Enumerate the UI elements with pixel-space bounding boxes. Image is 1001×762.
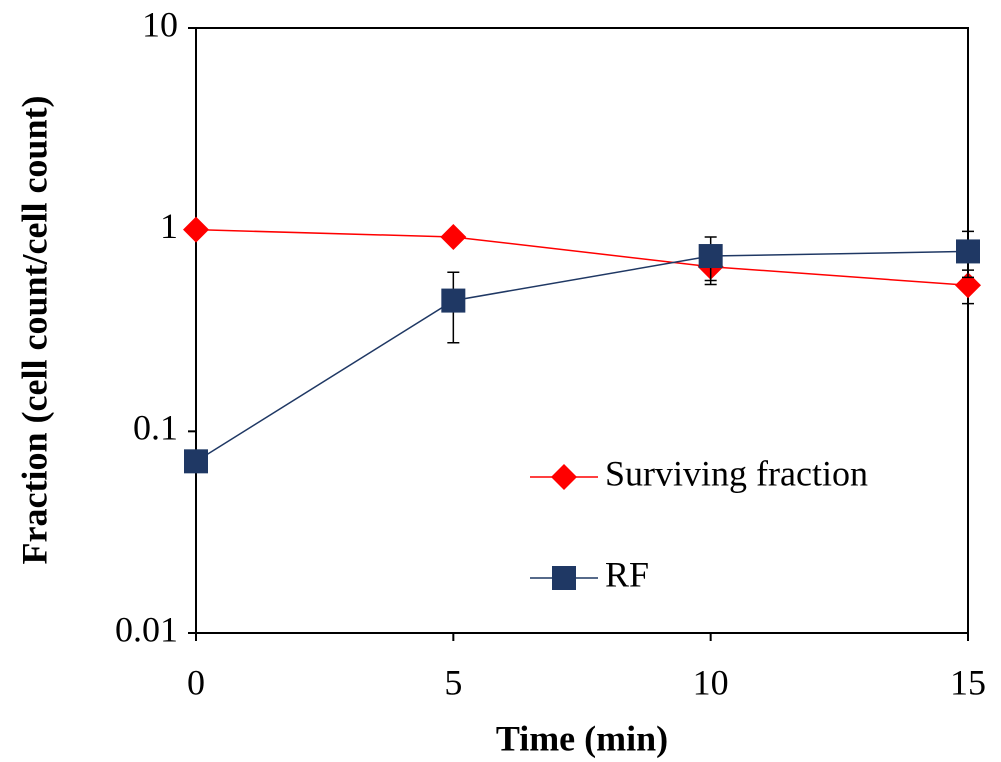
y-axis-title: Fraction (cell count/cell count) [14, 96, 54, 565]
plot-frame [195, 27, 969, 634]
data-point [441, 288, 466, 313]
legend-marker [551, 464, 577, 490]
x-tick-label: 10 [693, 662, 729, 702]
y-tick-label: 0.1 [133, 408, 178, 448]
data-point [698, 244, 723, 269]
x-tick-label: 5 [444, 662, 462, 702]
legend-marker [552, 566, 576, 590]
x-tick-label: 15 [950, 662, 986, 702]
data-point [183, 216, 209, 243]
data-point [440, 223, 467, 250]
data-point [955, 272, 981, 299]
y-tick-label: 0.01 [115, 609, 178, 649]
data-point [956, 239, 980, 264]
series-line [195, 250, 969, 462]
legend-label: RF [605, 554, 649, 594]
y-tick-label: 10 [142, 4, 178, 44]
x-axis-title: Time (min) [496, 718, 668, 758]
y-tick-label: 1 [160, 206, 178, 246]
data-point [184, 449, 208, 474]
x-tick-label: 0 [187, 662, 205, 702]
series-line [195, 228, 969, 287]
legend-label: Surviving fraction [605, 453, 868, 493]
